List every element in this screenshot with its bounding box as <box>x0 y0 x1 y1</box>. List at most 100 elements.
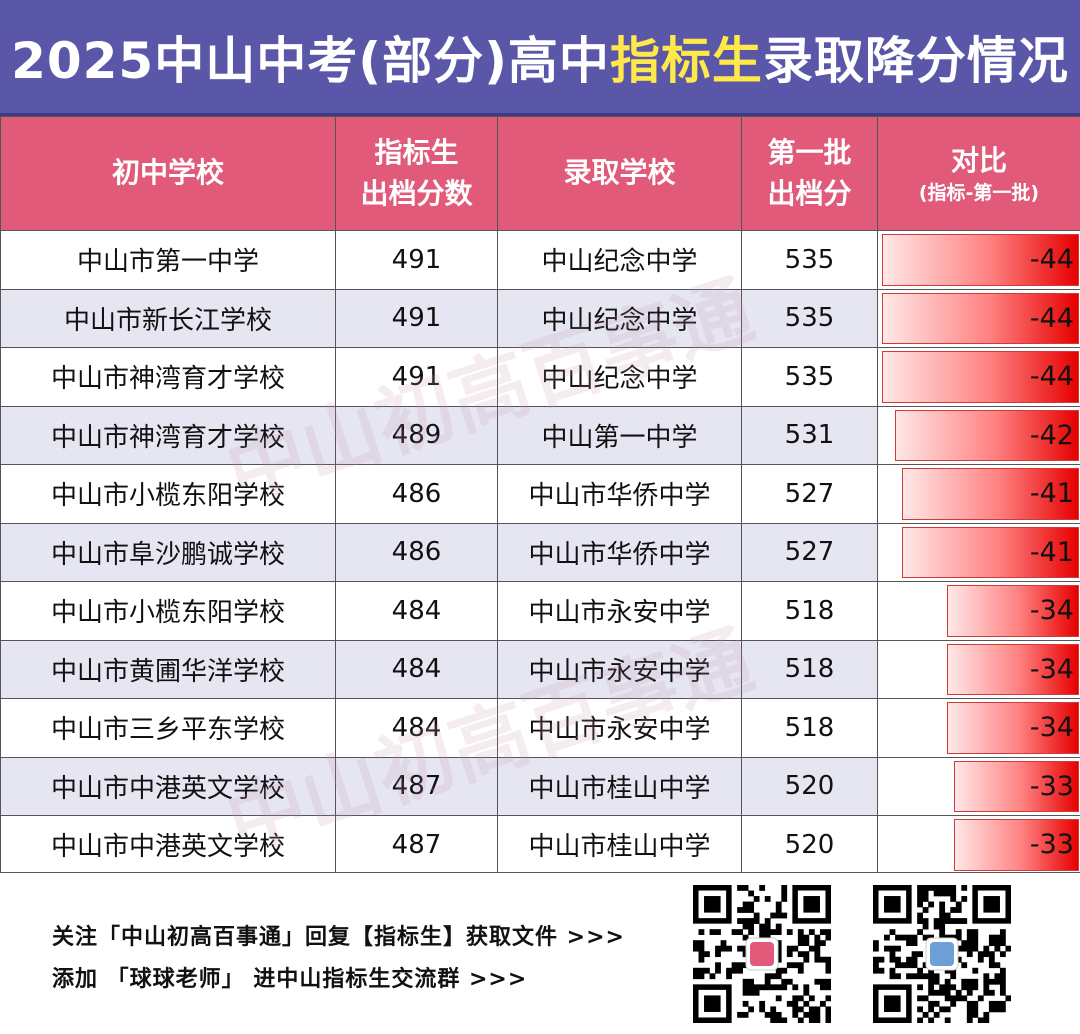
diff-value: -34 <box>1029 653 1074 685</box>
qr-pattern-icon <box>693 885 831 1023</box>
diff-bar <box>953 819 1079 871</box>
cell-first-batch: 535 <box>741 230 878 290</box>
cell-diff: -33 <box>877 815 1080 875</box>
diff-bar <box>882 292 1079 344</box>
cell-quota-score: 484 <box>335 639 498 699</box>
cell-diff: -34 <box>877 581 1080 641</box>
title-post: 录取降分情况 <box>762 31 1069 90</box>
cell-junior-school: 中山市中港英文学校 <box>0 815 336 875</box>
diff-value: -33 <box>1029 829 1074 861</box>
cell-quota-score: 487 <box>335 756 498 816</box>
diff-value: -44 <box>1029 302 1074 334</box>
table-row: 中山市阜沙鹏诚学校 486 中山市华侨中学 527 -41 <box>0 522 1080 582</box>
diff-bar <box>947 643 1079 695</box>
cell-junior-school: 中山市三乡平东学校 <box>0 698 336 758</box>
cell-quota-score: 486 <box>335 464 498 524</box>
cell-admit-school: 中山市永安中学 <box>497 639 742 699</box>
cell-diff: -41 <box>877 464 1080 524</box>
diff-bar <box>901 468 1079 520</box>
cell-first-batch: 520 <box>741 756 878 816</box>
diff-value: -34 <box>1029 712 1074 744</box>
cell-diff: -42 <box>877 405 1080 465</box>
page-title: 2025中山中考(部分)高中 指标生 录取降分情况 <box>0 0 1080 116</box>
cell-quota-score: 487 <box>335 815 498 875</box>
header-first-batch: 第一批 出档分 <box>741 116 878 231</box>
diff-value: -41 <box>1029 536 1074 568</box>
diff-value: -44 <box>1029 244 1074 276</box>
cell-junior-school: 中山市神湾育才学校 <box>0 405 336 465</box>
cell-admit-school: 中山市永安中学 <box>497 698 742 758</box>
cell-junior-school: 中山市阜沙鹏诚学校 <box>0 522 336 582</box>
cell-admit-school: 中山纪念中学 <box>497 288 742 348</box>
diff-bar <box>882 234 1079 286</box>
diff-value: -34 <box>1029 595 1074 627</box>
cell-junior-school: 中山市黄圃华洋学校 <box>0 639 336 699</box>
cell-first-batch: 527 <box>741 522 878 582</box>
cell-admit-school: 中山纪念中学 <box>497 347 742 407</box>
cell-junior-school: 中山市中港英文学校 <box>0 756 336 816</box>
diff-bar <box>947 585 1079 637</box>
cell-first-batch: 518 <box>741 698 878 758</box>
cell-junior-school: 中山市神湾育才学校 <box>0 347 336 407</box>
footer-group-text: 添加 「球球老师」 进中山指标生交流群 >>> <box>52 967 528 992</box>
cell-quota-score: 484 <box>335 698 498 758</box>
header-junior-school: 初中学校 <box>0 116 336 231</box>
qr-code-teacher[interactable] <box>873 885 1011 1023</box>
cell-junior-school: 中山市第一中学 <box>0 230 336 290</box>
cell-first-batch: 527 <box>741 464 878 524</box>
header-comparison: 对比 (指标-第一批) <box>877 116 1080 231</box>
table-row: 中山市中港英文学校 487 中山市桂山中学 520 -33 <box>0 815 1080 875</box>
title-pre: 2025中山中考(部分)高中 <box>11 31 610 90</box>
table-row: 中山市神湾育才学校 491 中山纪念中学 535 -44 <box>0 347 1080 407</box>
cell-first-batch: 535 <box>741 288 878 348</box>
table-row: 中山市小榄东阳学校 484 中山市永安中学 518 -34 <box>0 581 1080 641</box>
qr-code-official-account[interactable] <box>693 885 831 1023</box>
cell-junior-school: 中山市小榄东阳学校 <box>0 581 336 641</box>
cell-quota-score: 491 <box>335 347 498 407</box>
header-quota-score: 指标生 出档分数 <box>335 116 498 231</box>
table-row: 中山市小榄东阳学校 486 中山市华侨中学 527 -41 <box>0 464 1080 524</box>
cell-junior-school: 中山市新长江学校 <box>0 288 336 348</box>
table-body: 中山市第一中学 491 中山纪念中学 535 -44 中山市新长江学校 491 中山纪念中学 5… <box>0 230 1080 875</box>
cell-diff: -44 <box>877 347 1080 407</box>
cell-admit-school: 中山市桂山中学 <box>497 756 742 816</box>
cell-first-batch: 518 <box>741 639 878 699</box>
cell-first-batch: 518 <box>741 581 878 641</box>
cell-quota-score: 484 <box>335 581 498 641</box>
diff-bar <box>901 526 1079 578</box>
cell-diff: -41 <box>877 522 1080 582</box>
cell-quota-score: 489 <box>335 405 498 465</box>
table-row: 中山市新长江学校 491 中山纪念中学 535 -44 <box>0 288 1080 348</box>
diff-bar <box>953 760 1079 812</box>
cell-diff: -44 <box>877 288 1080 348</box>
cell-diff: -33 <box>877 756 1080 816</box>
diff-bar <box>882 351 1079 403</box>
table-header-row: 初中学校 指标生 出档分数 录取学校 第一批 出档分 对比 (指标-第一批) <box>0 116 1080 231</box>
diff-value: -33 <box>1029 770 1074 802</box>
cell-admit-school: 中山市华侨中学 <box>497 464 742 524</box>
qr-pattern-icon <box>873 885 1011 1023</box>
cell-quota-score: 486 <box>335 522 498 582</box>
table-row: 中山市第一中学 491 中山纪念中学 535 -44 <box>0 230 1080 290</box>
cell-quota-score: 491 <box>335 288 498 348</box>
title-highlight: 指标生 <box>609 31 763 90</box>
cell-junior-school: 中山市小榄东阳学校 <box>0 464 336 524</box>
cell-admit-school: 中山市华侨中学 <box>497 522 742 582</box>
cell-diff: -34 <box>877 698 1080 758</box>
cell-first-batch: 531 <box>741 405 878 465</box>
diff-value: -41 <box>1029 478 1074 510</box>
diff-bar <box>895 409 1079 461</box>
diff-value: -44 <box>1029 361 1074 393</box>
cell-first-batch: 535 <box>741 347 878 407</box>
table-row: 中山市神湾育才学校 489 中山第一中学 531 -42 <box>0 405 1080 465</box>
cell-diff: -34 <box>877 639 1080 699</box>
table-row: 中山市黄圃华洋学校 484 中山市永安中学 518 -34 <box>0 639 1080 699</box>
diff-value: -42 <box>1029 419 1074 451</box>
table-row: 中山市三乡平东学校 484 中山市永安中学 518 -34 <box>0 698 1080 758</box>
diff-bar <box>947 702 1079 754</box>
cell-first-batch: 520 <box>741 815 878 875</box>
cell-admit-school: 中山第一中学 <box>497 405 742 465</box>
cell-admit-school: 中山市永安中学 <box>497 581 742 641</box>
footer-follow-text: 关注「中山初高百事通」回复【指标生】获取文件 >>> <box>52 925 625 950</box>
cell-admit-school: 中山市桂山中学 <box>497 815 742 875</box>
